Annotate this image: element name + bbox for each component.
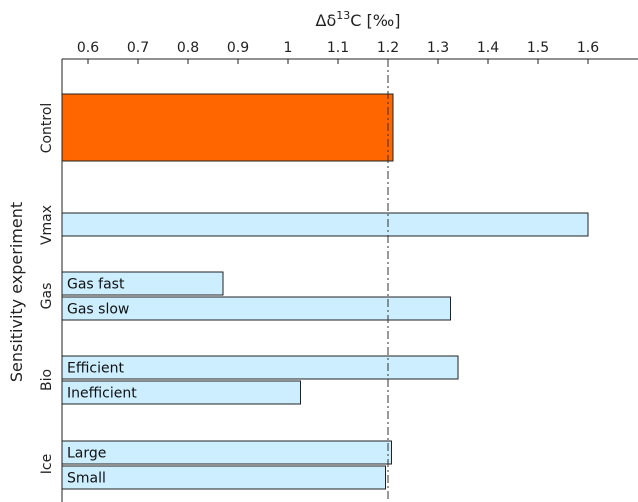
x-tick-label: 0.7 bbox=[127, 40, 149, 56]
y-group-label: Control bbox=[39, 103, 55, 154]
y-axis-title: Sensitivity experiment bbox=[7, 202, 26, 382]
x-tick-label: 0.9 bbox=[227, 40, 249, 56]
bar-label: Large bbox=[67, 446, 106, 462]
bar-label: Gas slow bbox=[67, 302, 129, 318]
bar-label: Inefficient bbox=[67, 386, 137, 402]
bar-label: Efficient bbox=[67, 361, 124, 377]
bar bbox=[61, 271, 224, 296]
x-tick-label: 1.1 bbox=[327, 40, 349, 56]
x-tick-label: 0.6 bbox=[77, 40, 99, 56]
bar bbox=[61, 380, 301, 405]
x-tick-label: 1.6 bbox=[577, 40, 599, 56]
x-tick-label: 1.2 bbox=[377, 40, 399, 56]
x-axis-title-base: Δδ bbox=[316, 11, 337, 30]
y-group-label: Bio bbox=[39, 369, 55, 391]
y-group-label: Ice bbox=[39, 454, 55, 474]
bar bbox=[61, 212, 589, 237]
x-tick-label: 1 bbox=[284, 40, 293, 56]
x-tick-label: 0.8 bbox=[177, 40, 199, 56]
y-group-label: Gas bbox=[39, 283, 55, 310]
bar-label: Small bbox=[67, 471, 106, 487]
bar-label: Gas fast bbox=[67, 277, 125, 293]
bar bbox=[61, 440, 392, 465]
x-axis-title: Δδ13C [‰] bbox=[316, 9, 401, 30]
bar bbox=[61, 93, 394, 162]
bars-group: Control Vmax Gas Gas fast Gas slow Bio Efficie… bbox=[39, 93, 589, 490]
x-axis-title-superscript: 13 bbox=[336, 9, 350, 22]
axes-group: 0.6 0.7 0.8 0.9 1 1.1 1.2 1.3 1.4 1.5 1.6 bbox=[61, 40, 638, 502]
bar bbox=[61, 355, 459, 380]
x-tick-label: 1.3 bbox=[427, 40, 449, 56]
x-tick-label: 1.5 bbox=[527, 40, 549, 56]
x-tick-label: 1.4 bbox=[477, 40, 499, 56]
bar bbox=[61, 296, 451, 321]
y-group-label: Vmax bbox=[39, 205, 55, 245]
bar bbox=[61, 465, 386, 490]
x-axis-title-rest: C [‰] bbox=[350, 11, 400, 30]
